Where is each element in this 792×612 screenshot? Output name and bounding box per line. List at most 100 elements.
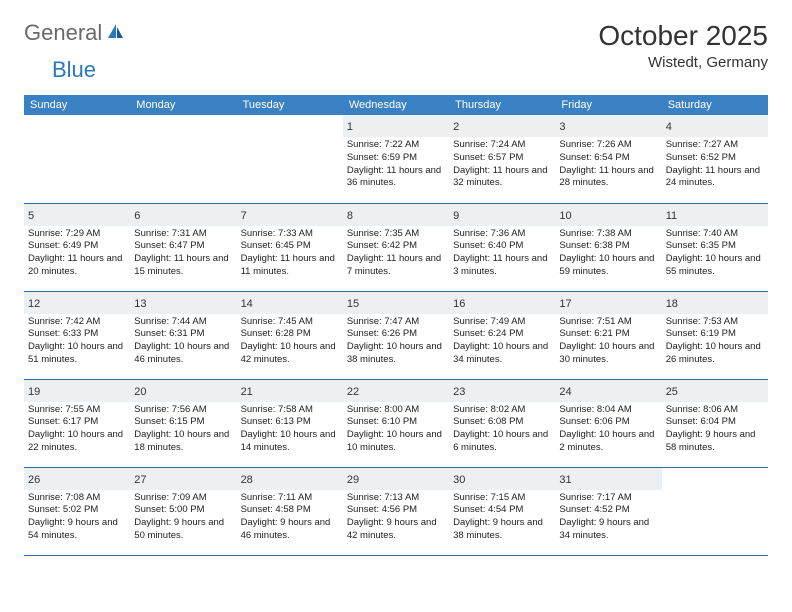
day-header: Saturday bbox=[662, 95, 768, 115]
day-number-wrap: 11 bbox=[662, 204, 768, 226]
day-number-wrap: 7 bbox=[237, 204, 343, 226]
day-cell: 7 Sunrise: 7:33 AMSunset: 6:45 PMDaylight… bbox=[237, 203, 343, 291]
day-cell: 2Sunrise: 7:24 AMSunset: 6:57 PMDaylight… bbox=[449, 115, 555, 203]
day-info: Sunrise: 7:38 AMSunset: 6:38 PMDaylight:… bbox=[559, 228, 657, 279]
day-number-wrap: 14 bbox=[237, 292, 343, 314]
day-number-wrap: 17 bbox=[555, 292, 661, 314]
day-info: Sunrise: 7:44 AMSunset: 6:31 PMDaylight:… bbox=[134, 316, 232, 367]
day-number-wrap: 2 bbox=[449, 115, 555, 137]
day-number-wrap: 16 bbox=[449, 292, 555, 314]
day-number-wrap: 26 bbox=[24, 468, 130, 490]
day-number-wrap: 20 bbox=[130, 380, 236, 402]
day-number-wrap: 30 bbox=[449, 468, 555, 490]
day-info: Sunrise: 7:13 AMSunset: 4:56 PMDaylight:… bbox=[347, 492, 445, 543]
day-info: Sunrise: 7:33 AMSunset: 6:45 PMDaylight:… bbox=[241, 228, 339, 279]
day-number: 25 bbox=[666, 386, 678, 398]
day-info: Sunrise: 7:55 AMSunset: 6:17 PMDaylight:… bbox=[28, 404, 126, 455]
day-info: Sunrise: 7:35 AMSunset: 6:42 PMDaylight:… bbox=[347, 228, 445, 279]
logo: General bbox=[24, 20, 128, 46]
day-cell: 21 Sunrise: 7:58 AMSunset: 6:13 PMDayligh… bbox=[237, 379, 343, 467]
day-cell bbox=[130, 115, 236, 203]
day-number: 7 bbox=[241, 210, 247, 222]
day-number: 29 bbox=[347, 474, 359, 486]
day-cell: 29 Sunrise: 7:13 AMSunset: 4:56 PMDayligh… bbox=[343, 467, 449, 555]
day-number-wrap: 21 bbox=[237, 380, 343, 402]
day-info: Sunrise: 8:00 AMSunset: 6:10 PMDaylight:… bbox=[347, 404, 445, 455]
day-number: 28 bbox=[241, 474, 253, 486]
day-number: 23 bbox=[453, 386, 465, 398]
day-cell: 10 Sunrise: 7:38 AMSunset: 6:38 PMDayligh… bbox=[555, 203, 661, 291]
logo-sail-icon bbox=[106, 22, 126, 45]
day-number-wrap: 1 bbox=[343, 115, 449, 137]
day-number: 31 bbox=[559, 474, 571, 486]
day-info: Sunrise: 7:15 AMSunset: 4:54 PMDaylight:… bbox=[453, 492, 551, 543]
day-number: 11 bbox=[666, 210, 677, 222]
day-info: Sunrise: 7:36 AMSunset: 6:40 PMDaylight:… bbox=[453, 228, 551, 279]
day-number: 10 bbox=[559, 210, 571, 222]
day-cell: 16Sunrise: 7:49 AMSunset: 6:24 PMDayligh… bbox=[449, 291, 555, 379]
day-number: 21 bbox=[241, 386, 253, 398]
day-info: Sunrise: 8:06 AMSunset: 6:04 PMDaylight:… bbox=[666, 404, 764, 455]
week-row: 5 Sunrise: 7:29 AMSunset: 6:49 PMDaylight… bbox=[24, 203, 768, 291]
day-info: Sunrise: 7:22 AMSunset: 6:59 PMDaylight:… bbox=[347, 139, 445, 190]
day-header: Thursday bbox=[449, 95, 555, 115]
day-cell: 27Sunrise: 7:09 AMSunset: 5:00 PMDayligh… bbox=[130, 467, 236, 555]
day-number-wrap: 4 bbox=[662, 115, 768, 137]
day-number-wrap: 29 bbox=[343, 468, 449, 490]
day-header: Sunday bbox=[24, 95, 130, 115]
day-number-wrap: 8 bbox=[343, 204, 449, 226]
day-cell bbox=[237, 115, 343, 203]
day-cell bbox=[662, 467, 768, 555]
day-cell: 3Sunrise: 7:26 AMSunset: 6:54 PMDaylight… bbox=[555, 115, 661, 203]
day-number: 14 bbox=[241, 298, 253, 310]
day-number: 5 bbox=[28, 210, 34, 222]
day-cell: 4Sunrise: 7:27 AMSunset: 6:52 PMDaylight… bbox=[662, 115, 768, 203]
day-number: 17 bbox=[559, 298, 571, 310]
day-number-wrap: 27 bbox=[130, 468, 236, 490]
day-cell: 11Sunrise: 7:40 AMSunset: 6:35 PMDayligh… bbox=[662, 203, 768, 291]
day-cell: 12Sunrise: 7:42 AMSunset: 6:33 PMDayligh… bbox=[24, 291, 130, 379]
day-number: 6 bbox=[134, 210, 140, 222]
calendar-body: 1Sunrise: 7:22 AMSunset: 6:59 PMDaylight… bbox=[24, 115, 768, 555]
day-info: Sunrise: 8:02 AMSunset: 6:08 PMDaylight:… bbox=[453, 404, 551, 455]
day-info: Sunrise: 7:09 AMSunset: 5:00 PMDaylight:… bbox=[134, 492, 232, 543]
week-row: 26Sunrise: 7:08 AMSunset: 5:02 PMDayligh… bbox=[24, 467, 768, 555]
day-info: Sunrise: 7:29 AMSunset: 6:49 PMDaylight:… bbox=[28, 228, 126, 279]
day-number-wrap: 5 bbox=[24, 204, 130, 226]
day-cell: 24 Sunrise: 8:04 AMSunset: 6:06 PMDayligh… bbox=[555, 379, 661, 467]
day-number: 15 bbox=[347, 298, 359, 310]
day-info: Sunrise: 7:26 AMSunset: 6:54 PMDaylight:… bbox=[559, 139, 657, 190]
day-cell: 20Sunrise: 7:56 AMSunset: 6:15 PMDayligh… bbox=[130, 379, 236, 467]
logo-text-general: General bbox=[24, 20, 102, 46]
day-info: Sunrise: 8:04 AMSunset: 6:06 PMDaylight:… bbox=[559, 404, 657, 455]
day-number-wrap: 25 bbox=[662, 380, 768, 402]
calendar-table: Sunday Monday Tuesday Wednesday Thursday… bbox=[24, 95, 768, 556]
logo-text-blue: Blue bbox=[52, 57, 96, 82]
day-number-wrap: 6 bbox=[130, 204, 236, 226]
day-cell: 19 Sunrise: 7:55 AMSunset: 6:17 PMDayligh… bbox=[24, 379, 130, 467]
day-info: Sunrise: 7:24 AMSunset: 6:57 PMDaylight:… bbox=[453, 139, 551, 190]
day-cell: 17Sunrise: 7:51 AMSunset: 6:21 PMDayligh… bbox=[555, 291, 661, 379]
day-cell: 8Sunrise: 7:35 AMSunset: 6:42 PMDaylight… bbox=[343, 203, 449, 291]
day-number: 24 bbox=[559, 386, 571, 398]
day-header: Friday bbox=[555, 95, 661, 115]
day-info: Sunrise: 7:45 AMSunset: 6:28 PMDaylight:… bbox=[241, 316, 339, 367]
day-number: 19 bbox=[28, 386, 40, 398]
day-info: Sunrise: 7:27 AMSunset: 6:52 PMDaylight:… bbox=[666, 139, 764, 190]
day-cell: 31Sunrise: 7:17 AMSunset: 4:52 PMDayligh… bbox=[555, 467, 661, 555]
day-number-wrap: 3 bbox=[555, 115, 661, 137]
day-number: 16 bbox=[453, 298, 465, 310]
day-cell: 18Sunrise: 7:53 AMSunset: 6:19 PMDayligh… bbox=[662, 291, 768, 379]
week-row: 12Sunrise: 7:42 AMSunset: 6:33 PMDayligh… bbox=[24, 291, 768, 379]
day-number: 18 bbox=[666, 298, 678, 310]
day-info: Sunrise: 7:31 AMSunset: 6:47 PMDaylight:… bbox=[134, 228, 232, 279]
day-cell: 28Sunrise: 7:11 AMSunset: 4:58 PMDayligh… bbox=[237, 467, 343, 555]
day-number-wrap: 19 bbox=[24, 380, 130, 402]
day-cell: 15 Sunrise: 7:47 AMSunset: 6:26 PMDayligh… bbox=[343, 291, 449, 379]
day-info: Sunrise: 7:58 AMSunset: 6:13 PMDaylight:… bbox=[241, 404, 339, 455]
day-info: Sunrise: 7:08 AMSunset: 5:02 PMDaylight:… bbox=[28, 492, 126, 543]
day-info: Sunrise: 7:47 AMSunset: 6:26 PMDaylight:… bbox=[347, 316, 445, 367]
day-number-wrap: 18 bbox=[662, 292, 768, 314]
day-cell: 9Sunrise: 7:36 AMSunset: 6:40 PMDaylight… bbox=[449, 203, 555, 291]
day-number-wrap: 28 bbox=[237, 468, 343, 490]
